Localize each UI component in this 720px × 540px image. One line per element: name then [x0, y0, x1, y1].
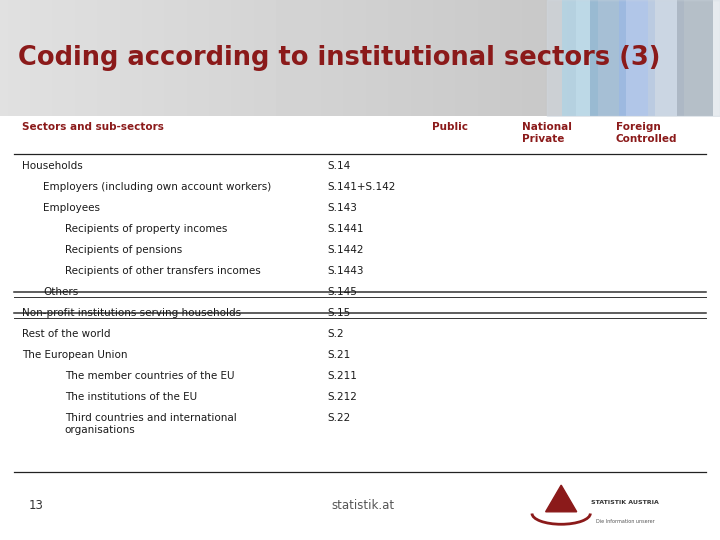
Bar — [590, 0, 626, 116]
Text: Sectors and sub-sectors: Sectors and sub-sectors — [22, 122, 163, 132]
Text: Non-profit institutions serving households: Non-profit institutions serving househol… — [22, 308, 240, 318]
Text: Recipients of pensions: Recipients of pensions — [65, 245, 182, 255]
Text: The European Union: The European Union — [22, 350, 127, 360]
Text: National
Private: National Private — [522, 122, 572, 144]
Text: Rest of the world: Rest of the world — [22, 329, 110, 339]
Text: The member countries of the EU: The member countries of the EU — [65, 371, 234, 381]
Text: Die Information unserer: Die Information unserer — [596, 519, 654, 524]
Text: Foreign
Controlled: Foreign Controlled — [616, 122, 677, 144]
Text: S.15: S.15 — [328, 308, 351, 318]
Bar — [677, 0, 713, 116]
Text: S.1442: S.1442 — [328, 245, 364, 255]
Text: S.145: S.145 — [328, 287, 357, 297]
Text: Recipients of other transfers incomes: Recipients of other transfers incomes — [65, 266, 261, 276]
Text: Third countries and international
organisations: Third countries and international organi… — [65, 413, 237, 435]
Text: Public: Public — [432, 122, 468, 132]
Text: S.141+S.142: S.141+S.142 — [328, 183, 396, 192]
Text: S.211: S.211 — [328, 371, 357, 381]
Bar — [562, 0, 598, 116]
Text: S.22: S.22 — [328, 413, 351, 423]
Text: statistik.at: statistik.at — [331, 500, 395, 512]
Text: S.212: S.212 — [328, 392, 357, 402]
Bar — [619, 0, 655, 116]
Text: The institutions of the EU: The institutions of the EU — [65, 392, 197, 402]
Text: S.143: S.143 — [328, 203, 357, 213]
Text: Coding according to institutional sectors (3): Coding according to institutional sector… — [18, 45, 660, 71]
Text: Employers (including own account workers): Employers (including own account workers… — [43, 183, 271, 192]
Polygon shape — [546, 485, 577, 512]
Text: S.1443: S.1443 — [328, 266, 364, 276]
Text: S.2: S.2 — [328, 329, 344, 339]
Text: S.1441: S.1441 — [328, 224, 364, 234]
Text: 13: 13 — [29, 500, 44, 512]
Text: S.14: S.14 — [328, 161, 351, 171]
Text: STATISTIK AUSTRIA: STATISTIK AUSTRIA — [591, 500, 660, 505]
Bar — [648, 0, 684, 116]
Text: Recipients of property incomes: Recipients of property incomes — [65, 224, 228, 234]
Text: Employees: Employees — [43, 203, 100, 213]
Text: Households: Households — [22, 161, 82, 171]
Text: Others: Others — [43, 287, 78, 297]
Text: S.21: S.21 — [328, 350, 351, 360]
